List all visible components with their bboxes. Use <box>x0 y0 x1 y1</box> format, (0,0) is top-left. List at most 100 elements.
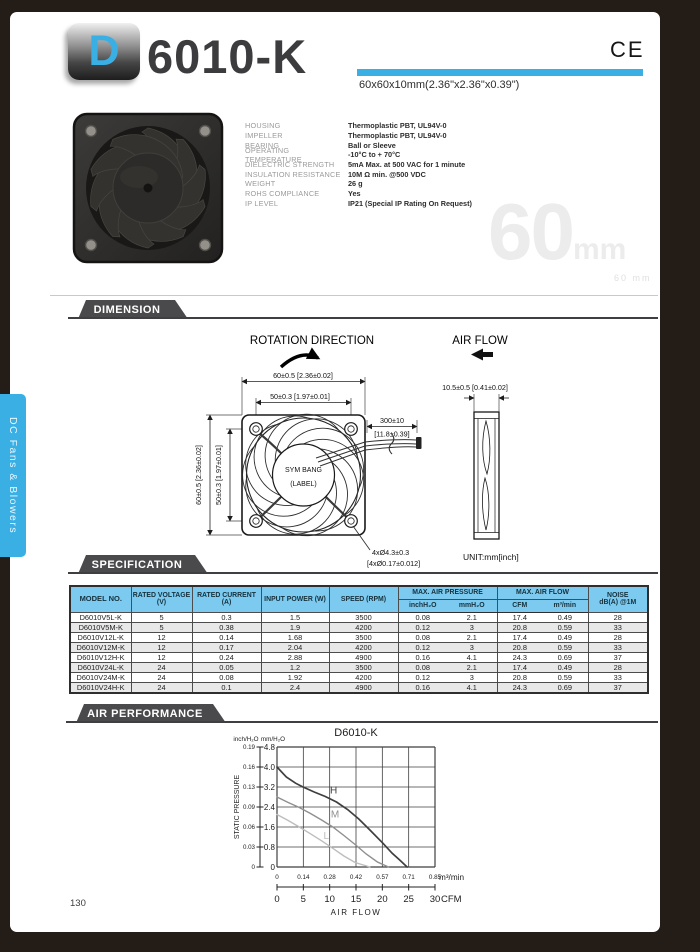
title-underline <box>357 69 643 76</box>
cell-voltage: 5 <box>130 611 193 623</box>
table-row: D6010V12M-K 12 0.17 2.04 4200 0.12 3 20.… <box>69 641 649 653</box>
cell-speed: 3500 <box>328 631 399 643</box>
dim-front-hole-pitch: 50±0.3 [1.97±0.01] <box>270 392 330 401</box>
cell-model: D6010V24L-K <box>69 661 132 673</box>
spec-label: OPERATING TEMPERATURE <box>245 145 302 164</box>
section-banner-air-performance: AIR PERFORMANCE <box>64 704 226 723</box>
x-tick-cfm: 0 <box>274 894 279 905</box>
cell-current: 0.08 <box>191 671 262 683</box>
y-tick-inch: 0.03 <box>243 844 256 851</box>
holes-note: 4xØ4.3±0.3 <box>372 548 409 557</box>
cell-model: D6010V24H-K <box>69 681 132 693</box>
section-divider <box>50 295 658 296</box>
cell-power: 1.68 <box>260 631 330 643</box>
spec-value: 5mA Max. at 500 VAC for 1 minute <box>348 160 466 170</box>
spec-label: HOUSING <box>245 121 281 131</box>
lead-wire <box>315 433 417 467</box>
x-unit-cfm: CFM <box>441 894 462 905</box>
cell-power: 1.2 <box>260 661 330 673</box>
page-title: 6010-K <box>147 30 308 83</box>
cell-pressure-inch: 0.08 <box>397 661 447 673</box>
table-row: D6010V12H-K 12 0.24 2.88 4900 0.16 4.1 2… <box>69 651 649 663</box>
spec-row: WEIGHT 26 g <box>245 179 645 189</box>
spec-value: IP21 (Special IP Rating On Request) <box>348 198 472 208</box>
dimension-drawing: ROTATION DIRECTION AIR FLOW 60±0.5 [2.36… <box>194 335 519 568</box>
cell-power: 1.5 <box>260 611 330 623</box>
cell-pressure-inch: 0.12 <box>397 621 447 633</box>
spec-value: Yes <box>348 189 361 199</box>
cell-flow-cfm: 17.4 <box>496 661 543 673</box>
x-unit-m3min: m³/min <box>439 873 464 882</box>
cell-flow-m3min: 0.69 <box>542 681 589 693</box>
table-row: D6010V5M-K 5 0.38 1.9 4200 0.12 3 20.8 0… <box>69 621 649 633</box>
cell-speed: 3500 <box>328 661 399 673</box>
cell-flow-cfm: 17.4 <box>496 611 543 623</box>
side-tab-label: DC Fans & Blowers <box>7 416 19 535</box>
size-watermark-small: 60 mm <box>614 273 652 283</box>
banner-rule <box>68 317 658 319</box>
spec-label: DIELECTRIC STRENGTH <box>245 160 335 170</box>
cell-speed: 4900 <box>328 651 399 663</box>
series-badge: D <box>68 23 140 80</box>
cell-noise: 37 <box>587 651 649 663</box>
spec-row: BEARING Ball or Sleeve <box>245 140 645 150</box>
table-row: D6010V24H-K 24 0.1 2.4 4900 0.16 4.1 24.… <box>69 681 649 693</box>
size-watermark: 60mm <box>488 192 626 272</box>
dim-side-thickness: 10.5±0.5 [0.41±0.02] <box>442 383 508 392</box>
cell-pressure-mm: 4.1 <box>447 681 498 693</box>
cell-pressure-mm: 3 <box>447 641 498 653</box>
cell-pressure-inch: 0.12 <box>397 671 447 683</box>
y-tick-inch: 0 <box>252 864 256 871</box>
cell-flow-cfm: 17.4 <box>496 631 543 643</box>
y-tick-mm: 2.4 <box>264 803 276 812</box>
col-voltage: RATED VOLTAGE (V) <box>130 585 193 613</box>
cell-flow-m3min: 0.59 <box>542 621 589 633</box>
col-noise: NOISE dB(A) @1M <box>587 585 649 613</box>
section-banner-dimension: DIMENSION <box>66 300 188 319</box>
cell-power: 2.04 <box>260 641 330 653</box>
cell-noise: 37 <box>587 681 649 693</box>
curve-M <box>276 796 390 868</box>
cell-flow-m3min: 0.59 <box>542 671 589 683</box>
col-inch-h2o: inchH₂O <box>397 598 447 613</box>
catalog-side-tab: DC Fans & Blowers <box>0 394 26 557</box>
x-tick-cfm: 5 <box>301 894 306 905</box>
unit-note: UNIT:mm[inch] <box>463 552 519 562</box>
col-cfm: CFM <box>496 598 543 613</box>
cell-pressure-mm: 2.1 <box>447 611 498 623</box>
spec-row: IP LEVEL IP21 (Special IP Rating On Requ… <box>245 199 645 209</box>
y-tick-inch: 0.16 <box>243 764 256 771</box>
cell-model: D6010V5L-K <box>69 611 132 623</box>
x-tick-cfm: 25 <box>403 894 414 905</box>
cell-pressure-inch: 0.12 <box>397 641 447 653</box>
x-tick-m3min: 0 <box>275 874 279 881</box>
page-number: 130 <box>70 898 86 909</box>
noise-label: NOISE <box>607 591 629 599</box>
air-flow-label: AIR FLOW <box>452 335 508 347</box>
curve-label-M: M <box>331 810 339 821</box>
x-tick-m3min: 0.14 <box>297 874 310 881</box>
fan-product-photo <box>72 112 224 264</box>
col-current: RATED CURRENT (A) <box>191 585 262 613</box>
cell-voltage: 5 <box>130 621 193 633</box>
rotation-arrow-icon <box>279 347 321 369</box>
specification-table: MODEL NO. RATED VOLTAGE (V) RATED CURREN… <box>69 585 650 694</box>
y-tick-mm: 0 <box>271 863 276 872</box>
col-m3min: m³/min <box>542 598 589 613</box>
cell-flow-m3min: 0.49 <box>542 661 589 673</box>
cell-flow-m3min: 0.49 <box>542 611 589 623</box>
banner-rule <box>66 721 658 723</box>
cell-power: 2.4 <box>260 681 330 693</box>
cell-pressure-inch: 0.08 <box>397 631 447 643</box>
cell-flow-m3min: 0.69 <box>542 651 589 663</box>
x-tick-m3min: 0.28 <box>324 874 337 881</box>
y-tick-mm: 1.6 <box>264 823 276 832</box>
table-row: D6010V5L-K 5 0.3 1.5 3500 0.08 2.1 17.4 … <box>69 611 649 623</box>
spec-value: Ball or Sleeve <box>348 140 396 150</box>
cell-current: 0.05 <box>191 661 262 673</box>
curve-label-L: L <box>323 831 329 842</box>
cell-flow-cfm: 24.3 <box>496 651 543 663</box>
spec-label: IP LEVEL <box>245 198 279 208</box>
spec-label: WEIGHT <box>245 179 276 189</box>
